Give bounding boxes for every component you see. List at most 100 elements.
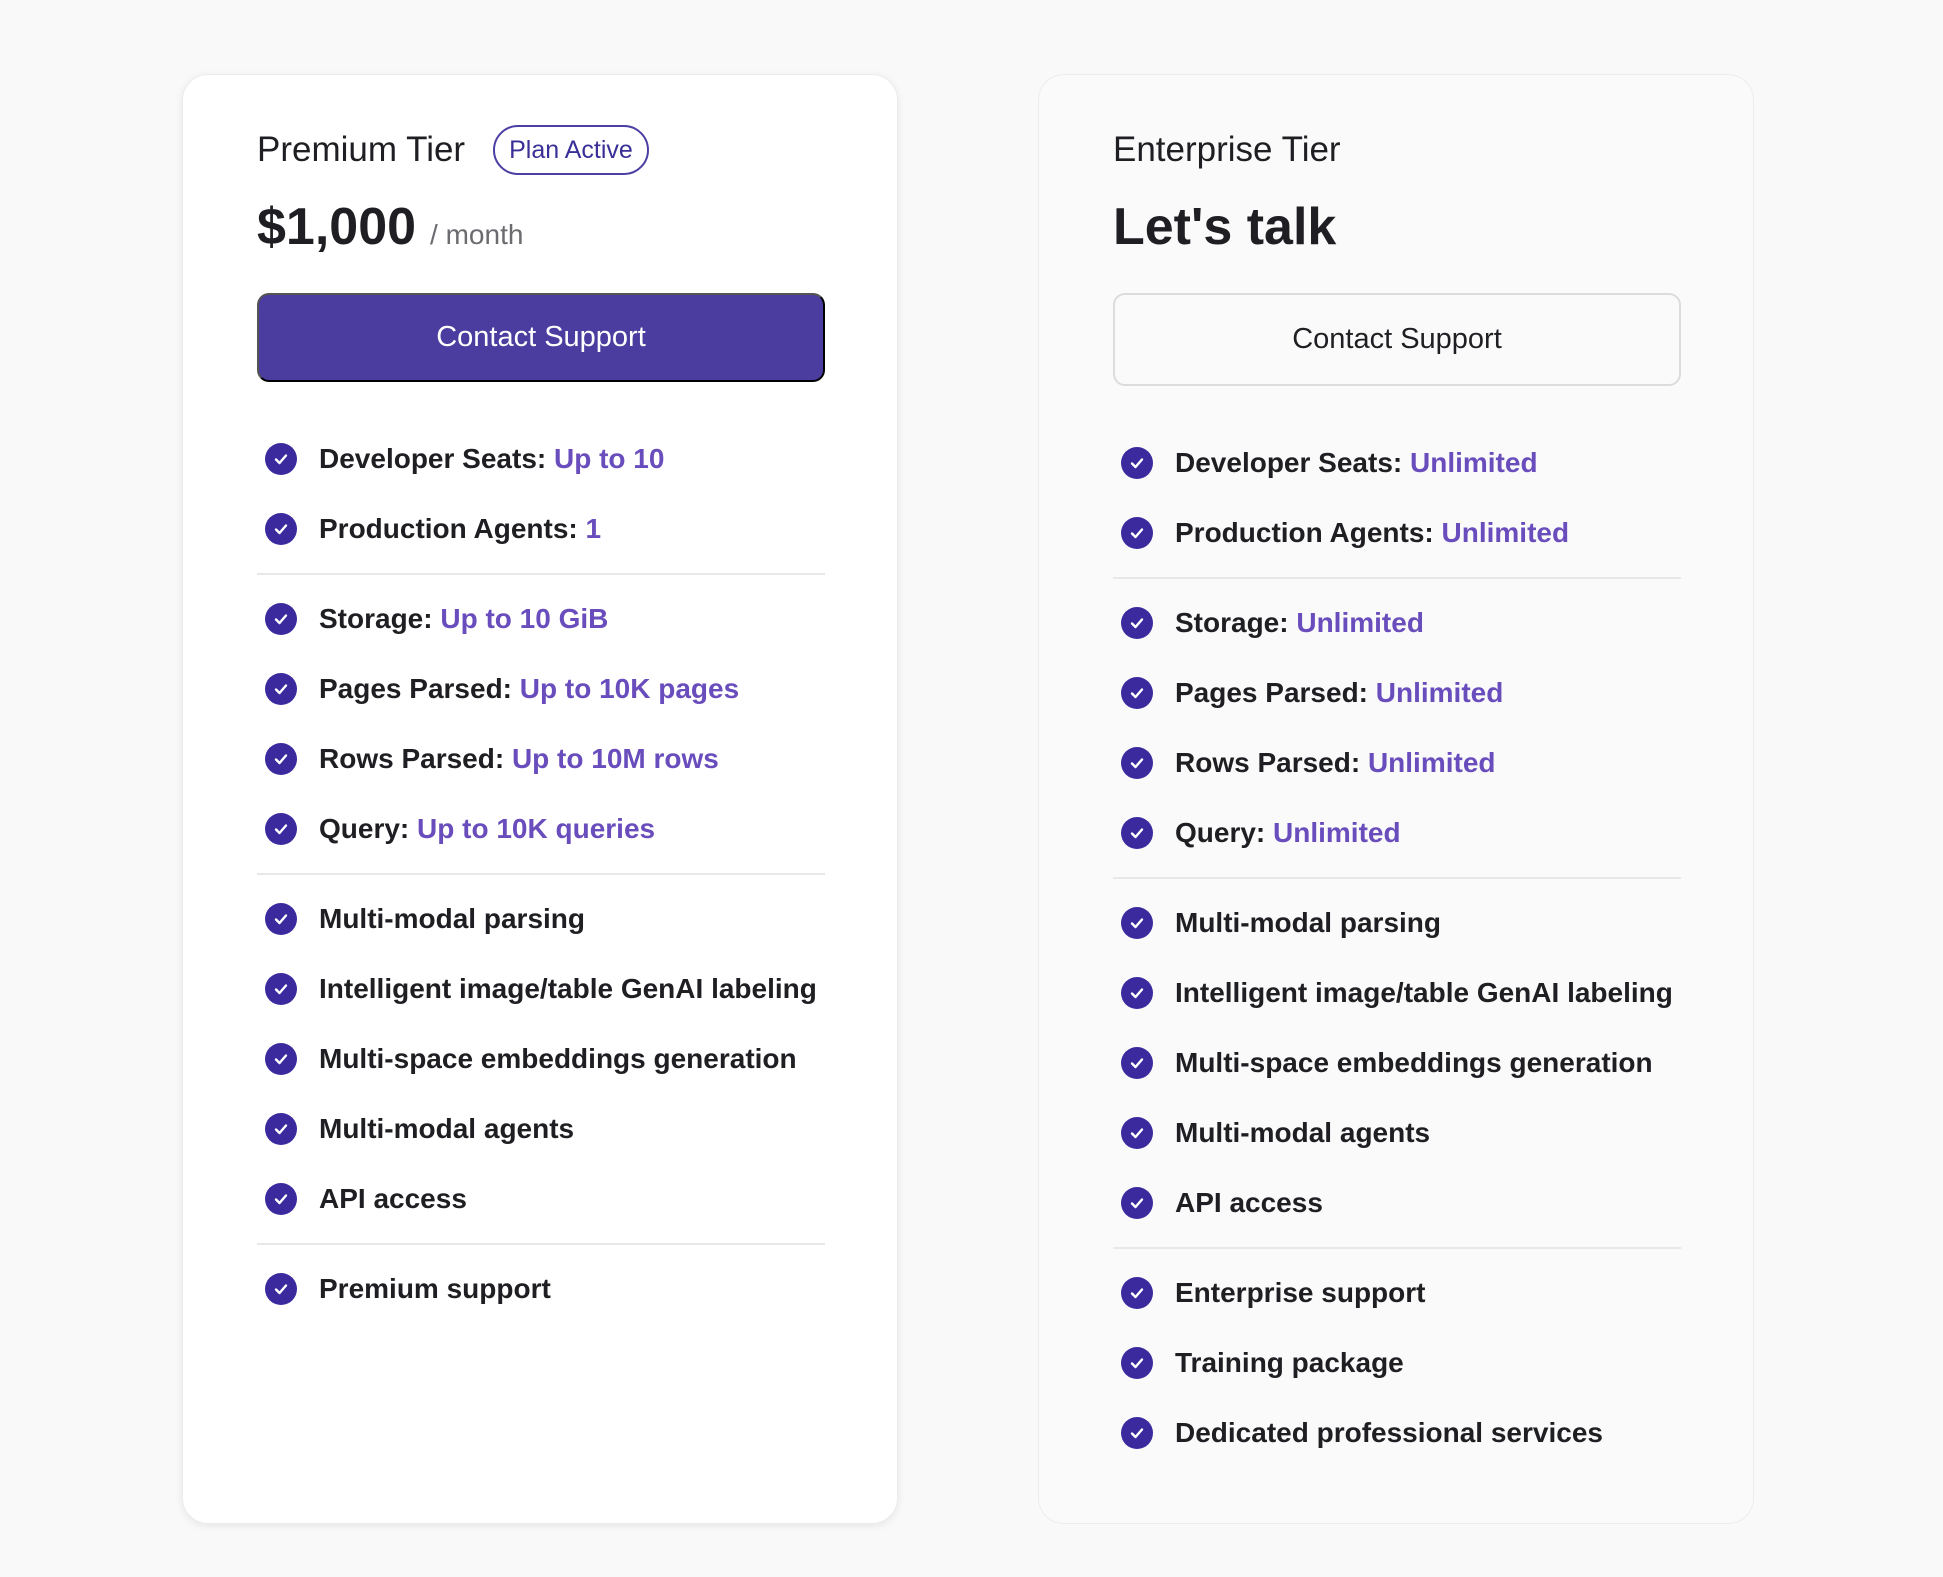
feature-text: Developer Seats: Up to 10: [319, 443, 664, 475]
premium-price: $1,000 / month: [257, 197, 523, 271]
feature-label: Enterprise support: [1175, 1277, 1426, 1308]
feature-text: Pages Parsed: Unlimited: [1175, 677, 1503, 709]
feature-label: Multi-modal agents: [319, 1113, 575, 1144]
feature-value: Unlimited: [1441, 517, 1570, 548]
feature-label: Intelligent image/table GenAI labeling: [319, 973, 817, 1004]
check-circle-icon: [265, 903, 297, 935]
feature-divider: [257, 1243, 825, 1245]
enterprise-tier-name: Enterprise Tier: [1113, 130, 1341, 169]
feature-label: Pages Parsed:: [319, 673, 512, 704]
check-circle-icon: [265, 603, 297, 635]
feature-text: API access: [1175, 1187, 1323, 1219]
check-circle-icon: [265, 743, 297, 775]
feature-value: Unlimited: [1296, 607, 1424, 638]
feature-text: Rows Parsed: Unlimited: [1175, 747, 1496, 779]
premium-tier-header: Premium Tier Plan Active: [257, 123, 649, 177]
feature-text: Storage: Unlimited: [1175, 607, 1424, 639]
premium-contact-support-button[interactable]: Contact Support: [257, 293, 825, 382]
feature-label: Multi-modal parsing: [319, 903, 585, 934]
check-circle-icon: [265, 443, 297, 475]
feature-divider: [257, 873, 825, 875]
feature-text: Multi-modal parsing: [1175, 907, 1441, 939]
feature-value: Unlimited: [1375, 677, 1504, 708]
feature-text: Rows Parsed: Up to 10M rows: [319, 743, 719, 775]
check-circle-icon: [265, 813, 297, 845]
feature-value: Up to 10K queries: [417, 813, 656, 844]
feature-text: Enterprise support: [1175, 1277, 1425, 1309]
check-circle-icon: [1121, 677, 1153, 709]
feature-text: Query: Up to 10K queries: [319, 813, 655, 845]
feature-item: Multi-modal agents: [1121, 1113, 1430, 1153]
check-circle-icon: [1121, 1417, 1153, 1449]
check-circle-icon: [1121, 1187, 1153, 1219]
feature-label: Multi-space embeddings generation: [319, 1043, 797, 1074]
enterprise-tier-card: Enterprise Tier Let's talk Contact Suppo…: [1038, 74, 1754, 1524]
feature-item: Premium support: [265, 1269, 551, 1309]
check-circle-icon: [265, 973, 297, 1005]
feature-item: Multi-modal agents: [265, 1109, 574, 1149]
feature-value: Unlimited: [1367, 747, 1496, 778]
plan-active-badge: Plan Active: [493, 125, 649, 175]
enterprise-tier-header: Enterprise Tier: [1113, 123, 1341, 177]
feature-text: Multi-modal agents: [319, 1113, 574, 1145]
feature-item: Pages Parsed: Up to 10K pages: [265, 669, 739, 709]
feature-divider: [1113, 877, 1681, 879]
feature-text: Intelligent image/table GenAI labeling: [319, 973, 817, 1005]
feature-label: Developer Seats:: [319, 443, 547, 474]
check-circle-icon: [1121, 977, 1153, 1009]
feature-item: Rows Parsed: Unlimited: [1121, 743, 1496, 783]
feature-value: Up to 10K pages: [519, 673, 740, 704]
feature-label: API access: [1175, 1187, 1323, 1218]
check-circle-icon: [265, 673, 297, 705]
feature-item: Query: Unlimited: [1121, 813, 1401, 853]
feature-item: Multi-modal parsing: [1121, 903, 1441, 943]
feature-label: Rows Parsed:: [1175, 747, 1361, 778]
feature-text: Multi-space embeddings generation: [1175, 1047, 1653, 1079]
feature-item: Intelligent image/table GenAI labeling: [265, 969, 817, 1009]
feature-text: Production Agents: 1: [319, 513, 601, 545]
feature-text: API access: [319, 1183, 467, 1215]
check-circle-icon: [265, 1043, 297, 1075]
feature-label: Rows Parsed:: [319, 743, 505, 774]
feature-item: Storage: Unlimited: [1121, 603, 1424, 643]
check-circle-icon: [265, 1183, 297, 1215]
feature-label: Query:: [1175, 817, 1266, 848]
feature-text: Multi-space embeddings generation: [319, 1043, 797, 1075]
feature-label: Multi-modal parsing: [1175, 907, 1441, 938]
feature-label: Storage:: [1175, 607, 1289, 638]
feature-item: Enterprise support: [1121, 1273, 1425, 1313]
feature-text: Storage: Up to 10 GiB: [319, 603, 608, 635]
feature-label: Premium support: [319, 1273, 551, 1304]
check-circle-icon: [1121, 817, 1153, 849]
feature-label: Multi-modal agents: [1175, 1117, 1431, 1148]
feature-divider: [257, 573, 825, 575]
feature-item: Query: Up to 10K queries: [265, 809, 655, 849]
check-circle-icon: [1121, 1047, 1153, 1079]
feature-label: API access: [319, 1183, 467, 1214]
feature-label: Training package: [1175, 1347, 1404, 1378]
feature-text: Dedicated professional services: [1175, 1417, 1603, 1449]
feature-text: Premium support: [319, 1273, 551, 1305]
premium-tier-card: Premium Tier Plan Active $1,000 / month …: [182, 74, 898, 1524]
feature-item: Intelligent image/table GenAI labeling: [1121, 973, 1673, 1013]
feature-divider: [1113, 1247, 1681, 1249]
feature-divider: [1113, 577, 1681, 579]
feature-text: Training package: [1175, 1347, 1404, 1379]
check-circle-icon: [1121, 1117, 1153, 1149]
feature-item: Developer Seats: Unlimited: [1121, 443, 1538, 483]
feature-label: Production Agents:: [1175, 517, 1434, 548]
feature-label: Multi-space embeddings generation: [1175, 1047, 1653, 1078]
check-circle-icon: [265, 1113, 297, 1145]
check-circle-icon: [1121, 1347, 1153, 1379]
check-circle-icon: [265, 1273, 297, 1305]
feature-text: Multi-modal agents: [1175, 1117, 1430, 1149]
feature-item: API access: [265, 1179, 467, 1219]
feature-text: Developer Seats: Unlimited: [1175, 447, 1538, 479]
check-circle-icon: [1121, 447, 1153, 479]
feature-item: API access: [1121, 1183, 1323, 1223]
premium-tier-name: Premium Tier: [257, 130, 466, 169]
premium-price-period: / month: [430, 219, 524, 250]
feature-item: Developer Seats: Up to 10: [265, 439, 664, 479]
check-circle-icon: [1121, 907, 1153, 939]
enterprise-contact-support-button[interactable]: Contact Support: [1113, 293, 1681, 386]
